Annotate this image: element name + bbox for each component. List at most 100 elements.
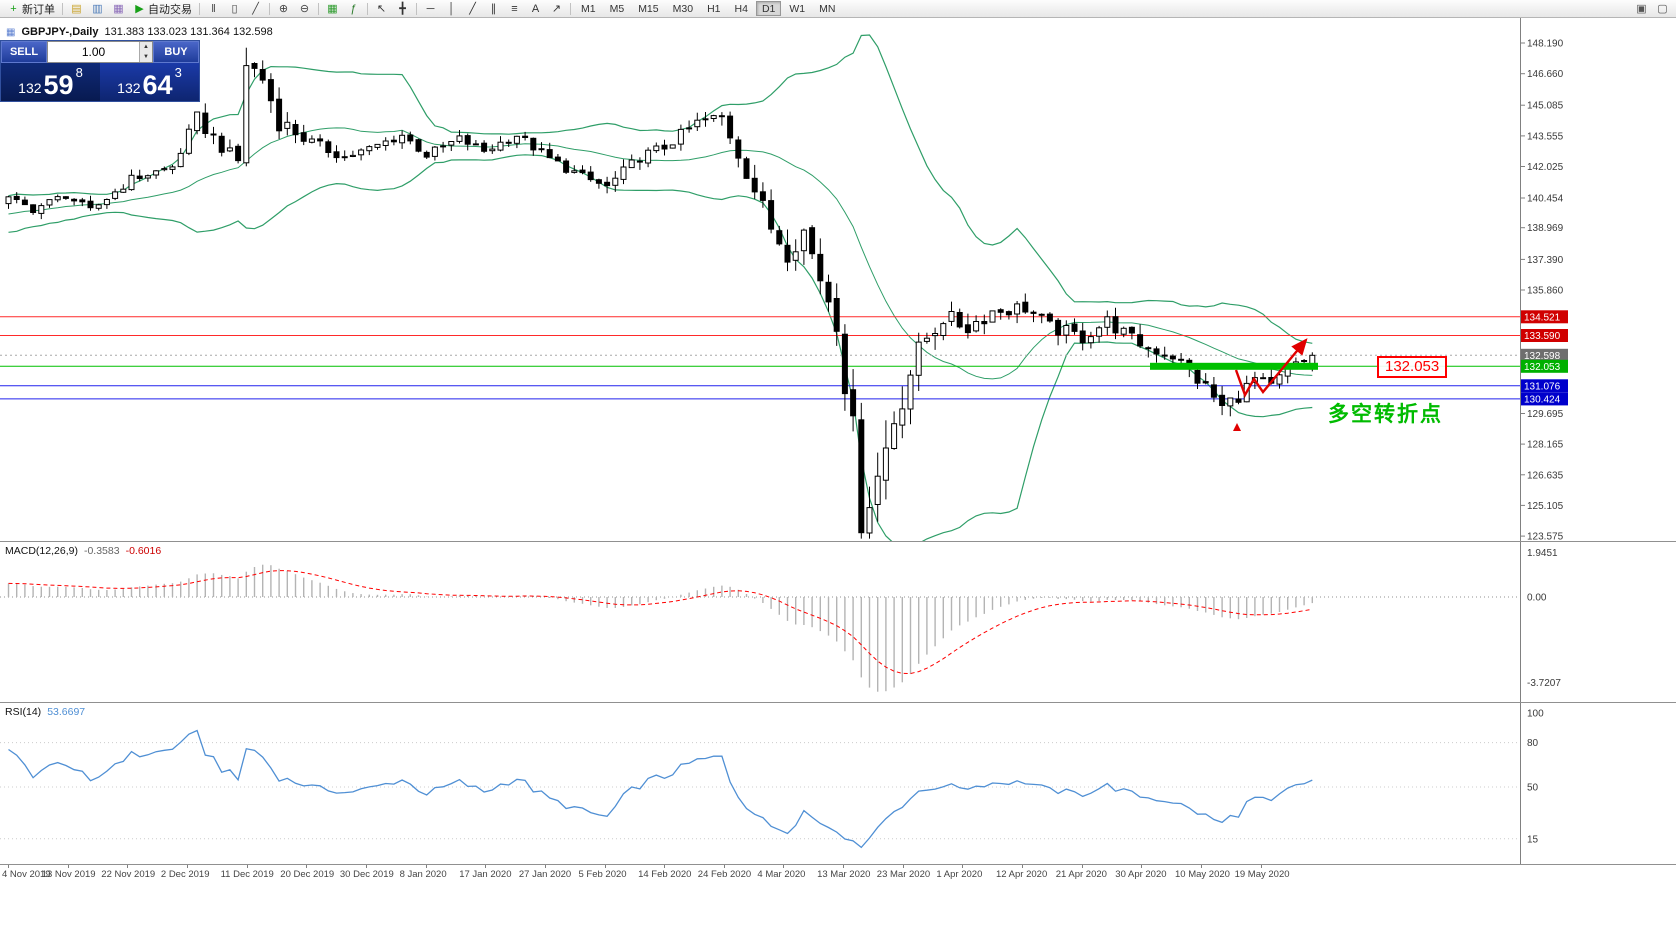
crosshair-icon: ╋ <box>399 2 406 15</box>
horizontal-line-button[interactable]: ─ <box>420 1 441 17</box>
channel-icon: ∥ <box>490 2 497 15</box>
time-tick <box>723 865 725 868</box>
time-tick <box>664 865 666 868</box>
date-label: 4 Mar 2020 <box>757 869 806 880</box>
zoom-out-icon: ⊖ <box>299 2 310 15</box>
toolbar-separator <box>62 2 63 15</box>
new-order-label: 新订单 <box>22 3 55 16</box>
new-order-button[interactable]: + 新订单 <box>3 1 59 17</box>
svg-text:-3.7207: -3.7207 <box>1527 678 1561 689</box>
timeframe-m1-button[interactable]: M1 <box>581 3 596 15</box>
timeframe-mn-button[interactable]: MN <box>819 3 836 15</box>
rsi-subwindow: 100 80 50 15 RSI(14) 53.6697 <box>0 702 1676 864</box>
price-chart[interactable]: 148.190 146.660 145.085 143.555 142.025 140.4… <box>0 18 1676 541</box>
timeframe-m15-button[interactable]: M15 <box>638 3 659 15</box>
line-chart-button[interactable]: ╱ <box>245 1 266 17</box>
price-axis[interactable] <box>1521 18 1676 541</box>
tile-windows-button[interactable]: ▣ <box>1631 1 1652 17</box>
date-label: 27 Jan 2020 <box>518 869 572 880</box>
auto-trading-icon: ▶ <box>135 2 144 15</box>
svg-text:142.025: 142.025 <box>1527 162 1564 173</box>
zoom-in-button[interactable]: ⊕ <box>273 1 294 17</box>
timeframe-m5-button[interactable]: M5 <box>609 3 625 15</box>
svg-text:138.969: 138.969 <box>1527 223 1564 234</box>
data-window-button[interactable]: ▦ <box>108 1 129 17</box>
new-chart-button[interactable]: ▤ <box>66 1 87 17</box>
date-label: 10 May 2020 <box>1175 869 1230 880</box>
arrows-icon: ↗ <box>551 2 562 15</box>
volume-field[interactable]: 1.00 ▲ ▼ <box>47 41 153 63</box>
candlestick-chart-button[interactable]: ▯ <box>224 1 245 17</box>
horizontal-line-icon: ─ <box>426 2 435 15</box>
toolbar-separator <box>416 2 417 15</box>
sell-button[interactable]: SELL <box>1 41 47 63</box>
sell-price-pips: 59 <box>43 70 74 101</box>
sell-price[interactable]: 132 59 8 <box>1 63 100 101</box>
new-window-icon: ▢ <box>1657 2 1668 15</box>
date-label: 30 Apr 2020 <box>1115 869 1167 880</box>
time-tick <box>127 865 129 868</box>
time-tick <box>365 865 367 868</box>
chart-window: 148.190 146.660 145.085 143.555 142.025 140.4… <box>0 18 1676 541</box>
auto-trading-button[interactable]: ▶ 自动交易 <box>129 1 196 17</box>
profiles-button[interactable]: ▥ <box>87 1 108 17</box>
date-label: 23 Mar 2020 <box>876 869 931 880</box>
vertical-line-button[interactable]: │ <box>441 1 462 17</box>
cursor-button[interactable]: ↖ <box>371 1 392 17</box>
time-tick <box>306 865 308 868</box>
fibonacci-button[interactable]: ≡ <box>504 1 525 17</box>
crosshair-button[interactable]: ╋ <box>392 1 413 17</box>
price-level-annotation: 132.053 <box>1377 356 1448 378</box>
time-tick <box>1260 865 1262 868</box>
rsi-chart[interactable]: 100 80 50 15 <box>0 703 1676 864</box>
bar-chart-button[interactable]: ‖ <box>203 1 224 17</box>
chart-icon: ▦ <box>6 26 16 38</box>
tile-windows-icon: ▣ <box>1636 2 1647 15</box>
indicators-button[interactable]: ƒ <box>343 1 364 17</box>
svg-text:145.085: 145.085 <box>1527 101 1564 112</box>
volume-spinner[interactable]: ▲ ▼ <box>139 42 152 62</box>
main-toolbar: + 新订单 ▤ ▥ ▦ ▶ 自动交易 ‖ ▯ ╱ ⊕ ⊖ ▦ ƒ ↖ ╋ ─ │ ╱ ∥ ≡ A ↗ M1 M5 M15 M30 H1… <box>0 0 1676 18</box>
timeframe-m30-button[interactable]: M30 <box>672 3 694 15</box>
date-label: 8 Jan 2020 <box>399 869 447 880</box>
macd-name: MACD(12,26,9) <box>5 545 78 557</box>
timeframe-w1-button[interactable]: W1 <box>789 3 806 15</box>
grid-icon: ▦ <box>327 2 338 15</box>
timeframe-h1-button[interactable]: H1 <box>707 3 721 15</box>
time-tick <box>485 865 487 868</box>
time-tick <box>1081 865 1083 868</box>
arrows-button[interactable]: ↗ <box>546 1 567 17</box>
text-label-button[interactable]: A <box>525 1 546 17</box>
macd-chart[interactable]: 1.9451 0.00 -3.7207 <box>0 542 1676 702</box>
auto-trading-label: 自动交易 <box>148 3 192 16</box>
svg-text:137.390: 137.390 <box>1527 255 1564 266</box>
timeframe-h4-button[interactable]: H4 <box>734 3 748 15</box>
svg-text:128.165: 128.165 <box>1527 440 1564 451</box>
new-window-button[interactable]: ▢ <box>1652 1 1673 17</box>
zoom-in-icon: ⊕ <box>278 2 289 15</box>
svg-text:133.590: 133.590 <box>1524 331 1561 342</box>
buy-button[interactable]: BUY <box>153 41 199 63</box>
bar-chart-icon: ‖ <box>211 2 216 15</box>
toolbar-separator <box>367 2 368 15</box>
one-click-trading-panel: SELL 1.00 ▲ ▼ BUY 132 59 8 132 <box>0 40 200 102</box>
timeframe-d1-button[interactable]: D1 <box>755 1 782 16</box>
date-label: 13 Nov 2019 <box>41 869 96 880</box>
svg-text:1.9451: 1.9451 <box>1527 548 1558 559</box>
svg-text:0.00: 0.00 <box>1527 593 1547 604</box>
grid-button[interactable]: ▦ <box>322 1 343 17</box>
time-tick <box>8 865 9 868</box>
date-label: 24 Feb 2020 <box>697 869 752 880</box>
volume-value: 1.00 <box>81 45 106 59</box>
date-label: 22 Nov 2019 <box>101 869 156 880</box>
cursor-icon: ↖ <box>376 2 387 15</box>
zoom-out-button[interactable]: ⊖ <box>294 1 315 17</box>
svg-text:143.555: 143.555 <box>1527 131 1564 142</box>
time-axis[interactable]: 4 Nov 2019 13 Nov 2019 22 Nov 2019 2 Dec 20… <box>0 864 1676 944</box>
svg-text:123.575: 123.575 <box>1527 532 1564 541</box>
new-chart-icon: ▤ <box>71 2 82 15</box>
buy-price[interactable]: 132 64 3 <box>100 63 199 101</box>
time-tick <box>67 865 69 868</box>
channel-button[interactable]: ∥ <box>483 1 504 17</box>
trendline-button[interactable]: ╱ <box>462 1 483 17</box>
